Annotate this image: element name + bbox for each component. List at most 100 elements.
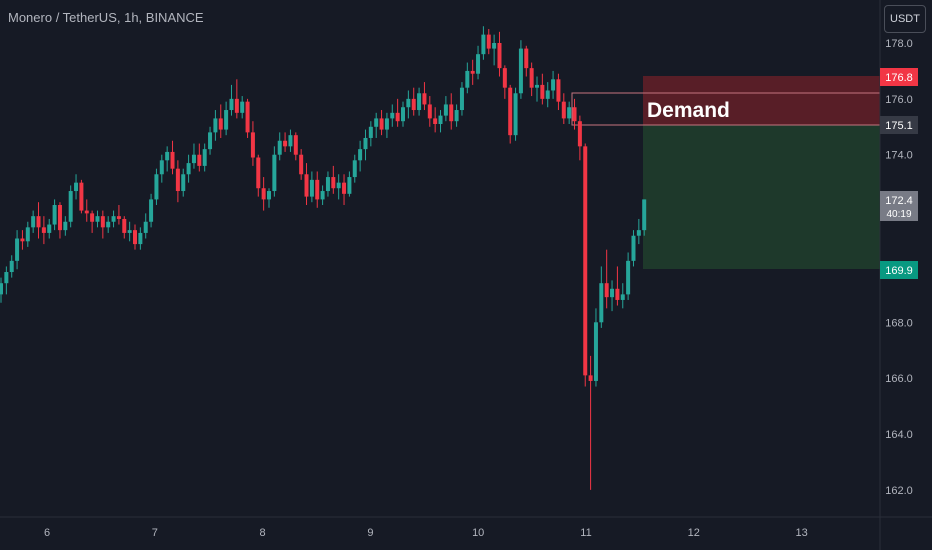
candle-body[interactable] <box>465 70 470 88</box>
candle-body[interactable] <box>540 84 545 99</box>
candle-body[interactable] <box>368 126 373 138</box>
candle-body[interactable] <box>20 238 25 242</box>
candle-body[interactable] <box>433 118 438 124</box>
candle-body[interactable] <box>631 235 636 261</box>
candle-body[interactable] <box>320 191 325 200</box>
candle-body[interactable] <box>535 84 539 88</box>
candle-body[interactable] <box>277 140 282 155</box>
candle-body[interactable] <box>572 107 577 122</box>
candle-body[interactable] <box>170 151 175 169</box>
candle-body[interactable] <box>68 191 73 222</box>
candle-body[interactable] <box>411 98 416 111</box>
candle-body[interactable] <box>304 174 309 197</box>
candle-body[interactable] <box>95 216 100 222</box>
candle-body[interactable] <box>74 182 79 192</box>
time-axis[interactable]: 6 7 8 9 10 11 12 13 <box>44 527 808 539</box>
candle-body[interactable] <box>4 272 9 284</box>
candle-body[interactable] <box>642 199 647 231</box>
candle-body[interactable] <box>84 210 89 214</box>
candle-body[interactable] <box>175 168 180 192</box>
candle-body[interactable] <box>154 174 159 200</box>
candle-body[interactable] <box>288 135 293 147</box>
candle-body[interactable] <box>449 104 454 122</box>
stop-loss-zone[interactable] <box>643 76 880 125</box>
candle-body[interactable] <box>336 182 341 189</box>
candle-body[interactable] <box>218 118 223 130</box>
candle-body[interactable] <box>234 98 239 113</box>
candle-body[interactable] <box>406 98 411 108</box>
candle-body[interactable] <box>401 107 405 122</box>
candle-body[interactable] <box>202 149 207 166</box>
currency-button[interactable]: USDT <box>884 5 926 33</box>
candle-body[interactable] <box>229 98 234 111</box>
candle-body[interactable] <box>283 140 288 147</box>
candle-body[interactable] <box>315 179 320 200</box>
candle-body[interactable] <box>626 260 631 295</box>
candle-body[interactable] <box>545 90 550 99</box>
candle-body[interactable] <box>599 283 604 323</box>
candle-body[interactable] <box>615 288 620 300</box>
candle-body[interactable] <box>497 43 502 69</box>
candle-body[interactable] <box>524 48 529 69</box>
candle-body[interactable] <box>476 54 481 74</box>
candle-body[interactable] <box>358 149 363 161</box>
candle-body[interactable] <box>342 182 347 194</box>
candle-body[interactable] <box>240 101 245 113</box>
candle-body[interactable] <box>138 232 143 245</box>
candle-body[interactable] <box>25 227 30 242</box>
candle-body[interactable] <box>208 132 213 150</box>
candle-body[interactable] <box>470 70 475 74</box>
candle-body[interactable] <box>250 132 255 158</box>
candle-body[interactable] <box>143 221 148 233</box>
candle-body[interactable] <box>492 43 497 49</box>
candle-body[interactable] <box>518 48 523 94</box>
candle-body[interactable] <box>52 204 57 225</box>
candle-body[interactable] <box>245 101 250 133</box>
candle-body[interactable] <box>556 79 561 102</box>
candle-body[interactable] <box>454 110 459 122</box>
candle-body[interactable] <box>127 230 132 233</box>
candle-body[interactable] <box>165 151 170 161</box>
candle-body[interactable] <box>331 177 336 189</box>
candle-body[interactable] <box>106 221 111 228</box>
candle-body[interactable] <box>122 218 127 233</box>
candle-body[interactable] <box>561 101 566 119</box>
candle-body[interactable] <box>267 191 271 200</box>
candle-body[interactable] <box>395 112 400 122</box>
candle-body[interactable] <box>502 68 507 88</box>
candle-body[interactable] <box>79 182 84 211</box>
candle-body[interactable] <box>486 34 491 49</box>
candle-body[interactable] <box>508 87 513 136</box>
candle-body[interactable] <box>309 179 314 197</box>
candle-body[interactable] <box>272 154 277 192</box>
candle-body[interactable] <box>347 177 352 194</box>
candle-body[interactable] <box>213 118 218 133</box>
candle-body[interactable] <box>551 79 556 91</box>
target-profit-zone[interactable] <box>643 125 880 269</box>
candle-body[interactable] <box>374 118 379 127</box>
candle-body[interactable] <box>352 160 357 178</box>
candle-body[interactable] <box>224 110 229 130</box>
candle-body[interactable] <box>427 104 432 119</box>
candle-body[interactable] <box>133 230 137 245</box>
candle-body[interactable] <box>567 107 572 119</box>
candle-body[interactable] <box>31 216 36 228</box>
candle-body[interactable] <box>111 216 116 222</box>
candle-body[interactable] <box>620 294 625 300</box>
candle-body[interactable] <box>459 87 464 111</box>
candle-body[interactable] <box>583 146 588 376</box>
candle-body[interactable] <box>191 154 196 164</box>
candle-body[interactable] <box>197 154 202 166</box>
candle-body[interactable] <box>363 137 368 150</box>
candle-body[interactable] <box>57 204 62 231</box>
candle-body[interactable] <box>90 213 95 222</box>
candle-body[interactable] <box>325 177 330 192</box>
candle-body[interactable] <box>63 221 68 231</box>
candle-body[interactable] <box>15 238 20 261</box>
candle-body[interactable] <box>293 135 298 155</box>
candle-body[interactable] <box>186 163 191 175</box>
candle-body[interactable] <box>0 283 3 295</box>
candle-body[interactable] <box>577 121 582 147</box>
candle-body[interactable] <box>593 322 598 381</box>
